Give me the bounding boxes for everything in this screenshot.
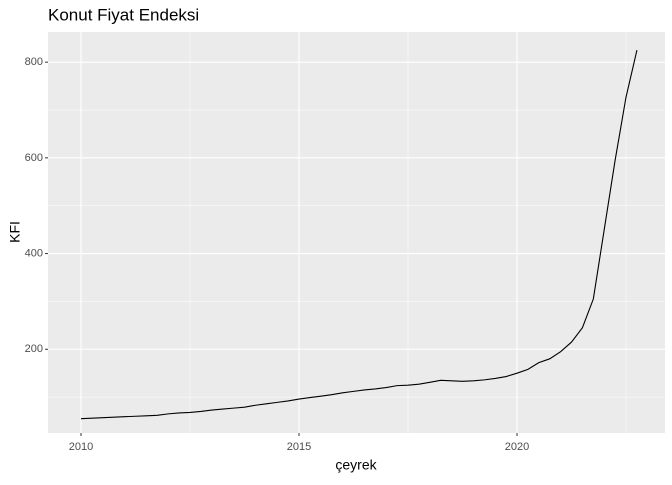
line: [80, 50, 638, 420]
x-axis-label: çeyrek: [335, 457, 377, 473]
grid: [48, 32, 665, 433]
y-tick-label: 800: [25, 56, 43, 68]
marks: [80, 50, 638, 420]
panel: [48, 32, 665, 433]
chart-title: Konut Fiyat Endeksi: [48, 5, 199, 24]
y-tick-label: 400: [25, 247, 43, 259]
x-tick-label: 2020: [505, 441, 529, 453]
y-axis-label: KFI: [7, 221, 23, 243]
x-tick-label: 2015: [287, 441, 311, 453]
y-tick-label: 600: [25, 152, 43, 164]
y-tick-label: 200: [25, 343, 43, 355]
x-tick-label: 2010: [69, 441, 93, 453]
